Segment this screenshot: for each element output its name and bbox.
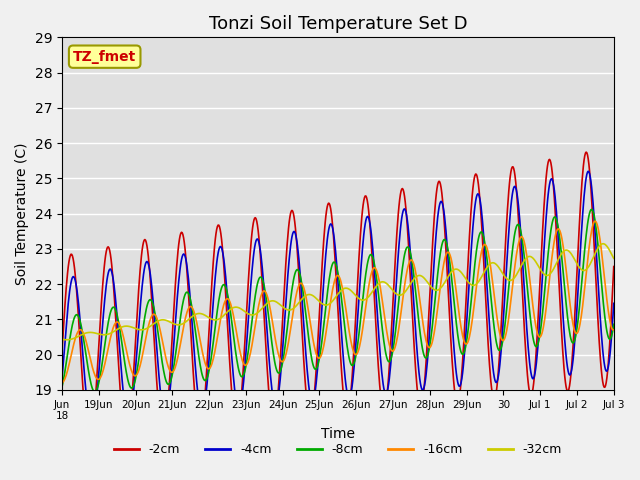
Y-axis label: Soil Temperature (C): Soil Temperature (C) [15,143,29,285]
X-axis label: Time: Time [321,427,355,441]
Title: Tonzi Soil Temperature Set D: Tonzi Soil Temperature Set D [209,15,467,33]
Legend: -2cm, -4cm, -8cm, -16cm, -32cm: -2cm, -4cm, -8cm, -16cm, -32cm [109,438,567,461]
Text: TZ_fmet: TZ_fmet [73,49,136,64]
